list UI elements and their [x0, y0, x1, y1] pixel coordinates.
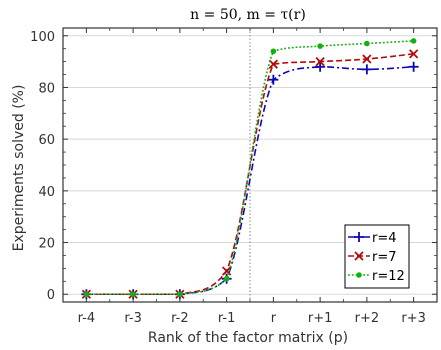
marker-r-7 [408, 49, 419, 59]
marker-r-7 [315, 56, 325, 67]
marker-legend-r-7 [354, 251, 364, 261]
y-axis-label: Experiments solved (%) [11, 85, 27, 252]
series-line-r-4 [86, 65, 414, 296]
marker-r-12 [270, 48, 277, 55]
x-tick-label: r [271, 311, 277, 326]
x-tick-label: r-1 [218, 311, 235, 326]
legend-label-r-7: r=7 [372, 250, 397, 265]
series-line-r-12 [86, 40, 414, 296]
marker-r-12 [223, 275, 230, 282]
legend-label-r-12: r=12 [372, 269, 405, 284]
marker-r-12 [83, 291, 90, 298]
marker-r-12 [177, 291, 183, 298]
marker-r-4 [408, 61, 419, 72]
marker-r-12 [410, 38, 417, 44]
x-tick-label: r+2 [355, 311, 380, 326]
x-tick-label: r+3 [401, 311, 426, 326]
x-tick-label: r-4 [78, 311, 95, 326]
legend: r=4 r=7 r=12 [344, 224, 410, 289]
marker-r-7 [221, 266, 232, 276]
marker-legend-r-12 [356, 272, 362, 278]
axes: 0 20 40 60 80 100 r-4 r-3 r-2 r-1 r r+1 r+2 r+3 [30, 27, 438, 326]
marker-r-4 [268, 74, 279, 85]
marker-legend-r-4 [354, 232, 364, 242]
y-tick-label: 100 [30, 30, 55, 45]
y-tick-label: 60 [38, 133, 55, 148]
y-tick-label: 80 [38, 81, 55, 96]
marker-r-12 [317, 43, 323, 49]
chart-title: n = 50, m = τ(r) [190, 7, 306, 23]
marker-r-12 [364, 40, 370, 47]
legend-box [344, 224, 410, 289]
marker-r-12 [130, 291, 136, 298]
y-tick-label: 0 [47, 288, 55, 303]
marker-r-4 [315, 61, 326, 72]
y-tick-label: 20 [38, 237, 55, 252]
x-tick-label: r-3 [124, 311, 141, 326]
legend-label-r-4: r=4 [372, 231, 397, 246]
x-tick-label: r-2 [171, 311, 188, 326]
marker-r-4 [361, 64, 372, 75]
x-tick-label: r+1 [308, 311, 333, 326]
plot-frame [62, 27, 438, 303]
x-axis-label: Rank of the factor matrix (p) [148, 330, 348, 346]
marker-r-7 [362, 54, 372, 64]
y-tick-label: 40 [38, 185, 55, 200]
